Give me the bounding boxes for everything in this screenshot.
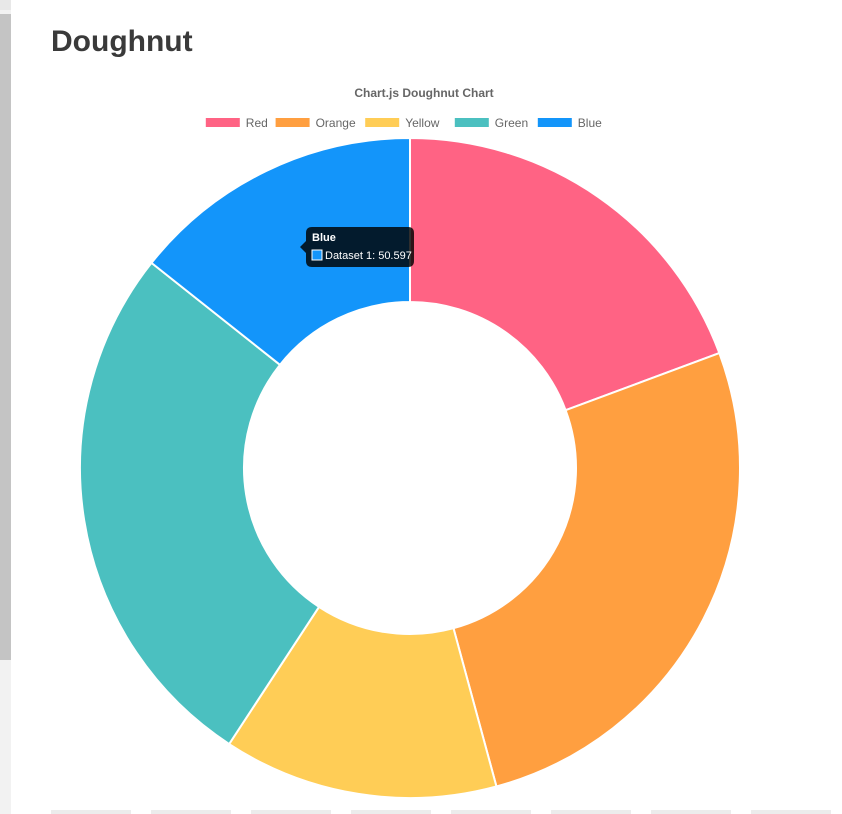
chart-legend[interactable]: Red Orange Yellow Green Blue (205, 116, 602, 130)
legend-label-green: Green (495, 116, 528, 130)
legend-item-red[interactable]: Red (205, 116, 268, 130)
scrollbar-thumb[interactable] (0, 14, 11, 660)
chart-arcs[interactable] (79, 136, 741, 799)
tooltip-swatch (311, 249, 323, 261)
page-bottom-strip (51, 810, 842, 814)
legend-label-orange: Orange (316, 116, 356, 130)
chart-title: Chart.js Doughnut Chart (354, 86, 493, 100)
legend-swatch-green (454, 118, 489, 127)
legend-swatch-yellow (365, 118, 400, 127)
scrollbar-track[interactable] (0, 0, 11, 814)
tooltip-box (300, 227, 414, 267)
arc-blue[interactable] (150, 136, 411, 367)
legend-swatch-blue (537, 118, 572, 127)
arc-green[interactable] (79, 261, 321, 746)
arc-yellow[interactable] (227, 605, 498, 799)
tooltip-title: Blue (312, 232, 336, 244)
legend-label-red: Red (246, 116, 268, 130)
page-title: Doughnut (51, 25, 193, 58)
legend-item-orange[interactable]: Orange (275, 116, 356, 130)
legend-swatch-orange (275, 118, 310, 127)
arc-orange[interactable] (452, 351, 741, 788)
scrollbar-corner (0, 0, 11, 10)
legend-item-green[interactable]: Green (454, 116, 528, 130)
chart-tooltip: Blue Dataset 1: 50.597 (300, 227, 414, 267)
legend-item-yellow[interactable]: Yellow (365, 116, 440, 130)
tooltip-label: Dataset 1: 50.597 (325, 250, 412, 262)
legend-label-yellow: Yellow (405, 116, 440, 130)
legend-item-blue[interactable]: Blue (537, 116, 602, 130)
legend-swatch-red (205, 118, 240, 127)
legend-label-blue: Blue (578, 116, 602, 130)
arc-red[interactable] (409, 136, 721, 412)
